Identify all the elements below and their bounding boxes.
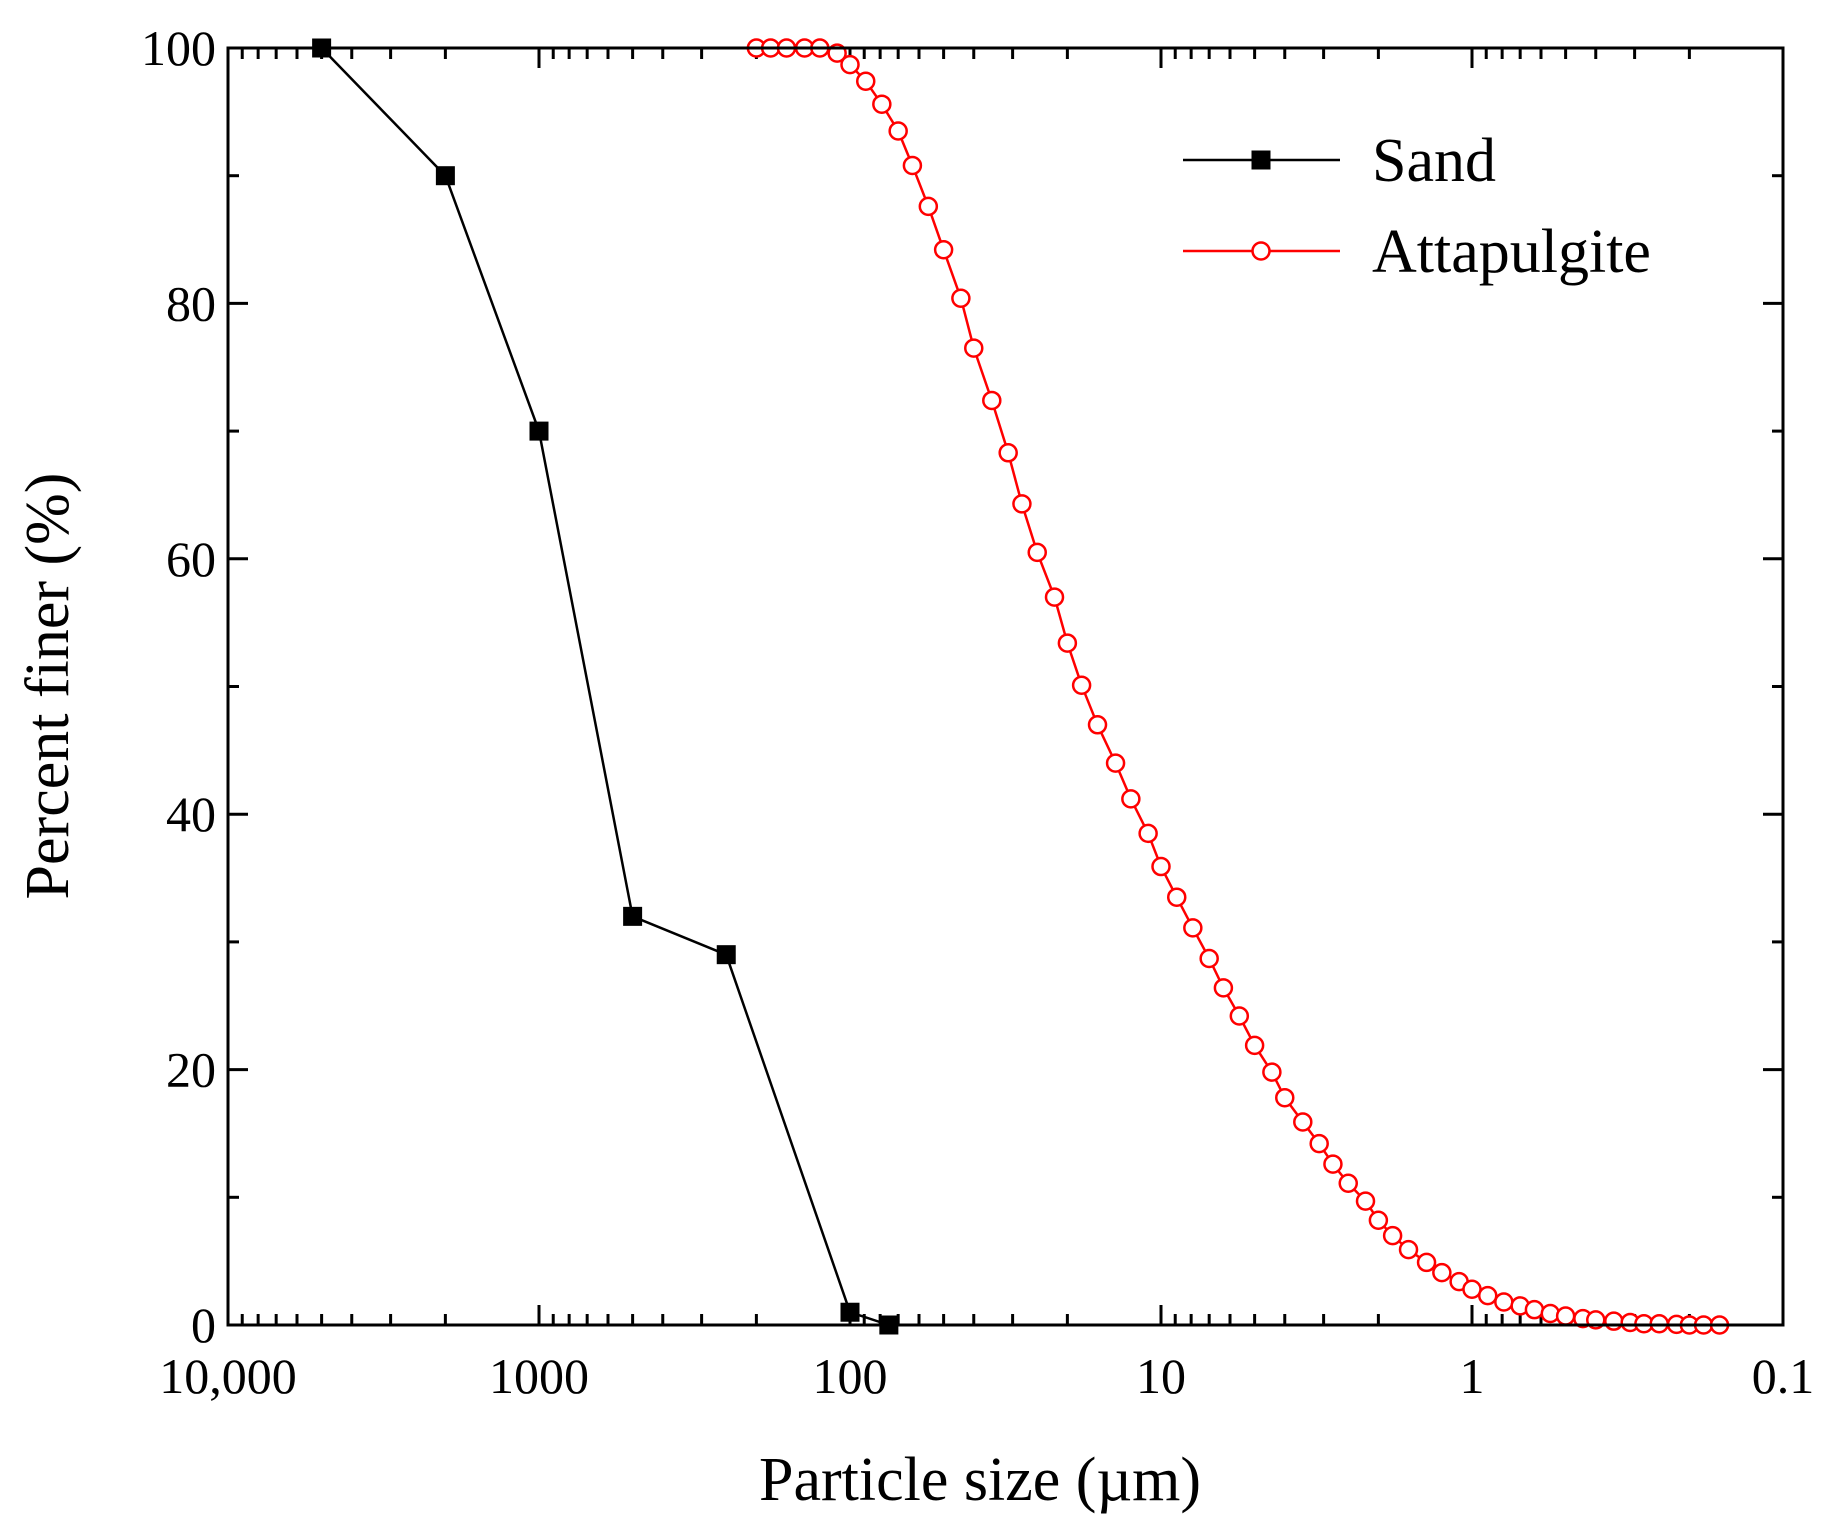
- attapulgite-point: [1555, 1306, 1576, 1326]
- y-tick-label: 80: [166, 275, 216, 331]
- minor-ticks: [228, 48, 1783, 1325]
- sand-point: [840, 1302, 860, 1322]
- x-axis-title: Particle size (µm): [759, 1446, 1201, 1514]
- y-axis-title: Percent finer (%): [14, 473, 82, 900]
- x-tick-label: 10,000: [159, 1348, 297, 1404]
- attapulgite-point: [902, 155, 923, 176]
- attapulgite-point: [1462, 1279, 1482, 1299]
- attapulgite-point: [933, 240, 954, 260]
- attapulgite-point: [1494, 1292, 1514, 1312]
- attapulgite-point: [1323, 1154, 1343, 1174]
- sand-point: [435, 166, 455, 186]
- sand-point: [623, 906, 643, 926]
- attapulgite-point: [1477, 1285, 1498, 1306]
- attapulgite-point: [840, 54, 860, 75]
- attapulgite-point: [1309, 1133, 1329, 1154]
- attapulgite-point: [1275, 1087, 1295, 1108]
- sand-point: [716, 945, 736, 965]
- attapulgite-point: [1355, 1191, 1376, 1211]
- legend-marker-attapulgite: [1251, 241, 1271, 261]
- attapulgite-point: [888, 121, 908, 141]
- y-tick-label: 60: [166, 531, 216, 587]
- attapulgite-point: [1044, 587, 1065, 607]
- sand-line: [320, 47, 890, 1327]
- legend-label-attapulgite: Attapulgite: [1372, 218, 1651, 286]
- attapulgite-point: [1338, 1173, 1358, 1194]
- attapulgite-point: [1604, 1311, 1624, 1331]
- attapulgite-point: [1199, 948, 1219, 969]
- attapulgite-point: [1416, 1252, 1437, 1273]
- tick-labels: 10,000 1000 100 10 1 0.1 0 20 40 60 80 100: [141, 20, 1814, 1404]
- legend: Sand Attapulgite: [1183, 127, 1651, 286]
- x-tick-label: 1000: [489, 1348, 589, 1404]
- attapulgite-point: [982, 390, 1002, 411]
- y-tick-label: 100: [141, 20, 216, 76]
- y-tick-label: 40: [166, 786, 216, 842]
- x-tick-label: 100: [813, 1348, 888, 1404]
- y-tick-label: 0: [191, 1297, 216, 1353]
- attapulgite-point: [1121, 789, 1141, 809]
- attapulgite-point: [1027, 542, 1047, 563]
- series-sand: [312, 38, 899, 1335]
- attapulgite-point: [872, 94, 892, 114]
- attapulgite-point: [1166, 887, 1187, 907]
- attapulgite-point: [1151, 856, 1171, 877]
- attapulgite-point: [1382, 1225, 1403, 1246]
- attapulgite-point: [951, 288, 971, 309]
- attapulgite-point: [1012, 494, 1032, 514]
- attapulgite-point: [918, 196, 939, 217]
- attapulgite-point: [1138, 823, 1158, 844]
- legend-label-sand: Sand: [1372, 127, 1496, 195]
- attapulgite-point: [1183, 918, 1203, 938]
- attapulgite-point: [1087, 715, 1108, 735]
- attapulgite-point: [998, 443, 1018, 463]
- x-tick-label: 1: [1460, 1348, 1485, 1404]
- attapulgite-point: [855, 71, 876, 91]
- attapulgite-point: [1057, 633, 1078, 653]
- x-tick-label: 10: [1136, 1348, 1186, 1404]
- plot-frame: [226, 46, 1785, 1327]
- attapulgite-point: [1244, 1035, 1265, 1056]
- attapulgite-point: [964, 338, 984, 358]
- attapulgite-point: [1071, 675, 1092, 695]
- attapulgite-point: [1262, 1062, 1282, 1082]
- attapulgite-point: [1105, 753, 1126, 773]
- legend-item-sand: Sand: [1183, 127, 1496, 195]
- y-tick-label: 20: [166, 1042, 216, 1098]
- attapulgite-point: [1229, 1006, 1250, 1026]
- sand-point: [529, 421, 549, 441]
- attapulgite-point: [1293, 1112, 1313, 1132]
- attapulgite-point: [1368, 1210, 1389, 1231]
- attapulgite-point: [1432, 1262, 1452, 1283]
- attapulgite-point: [1398, 1239, 1419, 1260]
- attapulgite-point: [1524, 1299, 1545, 1320]
- legend-marker-sand: [1251, 150, 1271, 170]
- x-tick-label: 0.1: [1752, 1348, 1815, 1404]
- attapulgite-point: [1213, 978, 1234, 998]
- legend-item-attapulgite: Attapulgite: [1183, 218, 1651, 286]
